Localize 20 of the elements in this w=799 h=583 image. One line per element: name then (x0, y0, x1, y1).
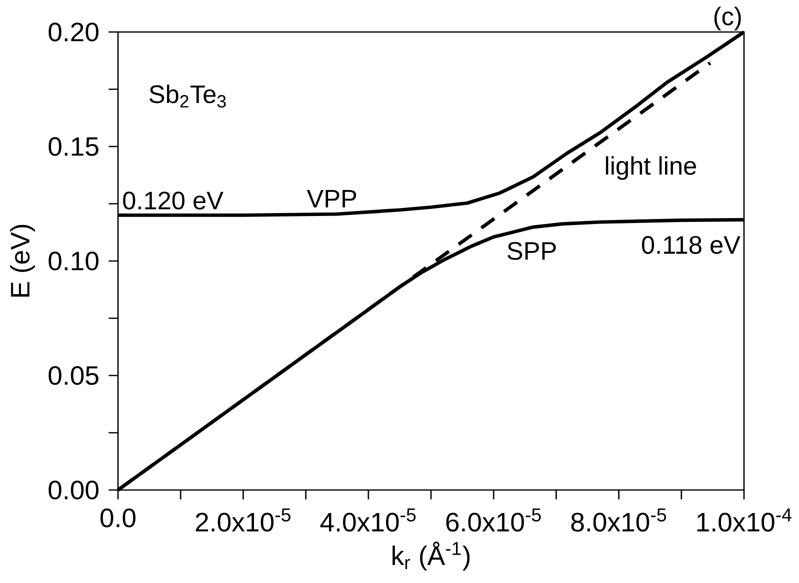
y-axis-title: E (eV) (10, 224, 35, 297)
y-tick-label: 0.05 (48, 366, 98, 385)
annotation: light line (606, 156, 696, 180)
x-tick-label: 4.0x10$^{-5}$ (320, 508, 416, 532)
x-tick-label: 1.0x10$^{-4}$ (697, 508, 792, 532)
y-tick-label: 0.00 (48, 480, 98, 500)
y-tick-label: 0.10 (48, 252, 98, 270)
x-tick-label: 0.0 (100, 508, 136, 528)
annotation: SPP (508, 242, 556, 260)
x-axis-title: k$_{r}$ (Å$^{-1}$) (392, 542, 470, 570)
annotation: 0.120 eV (123, 192, 224, 210)
x-tick-label: 8.0x10$^{-5}$ (571, 508, 666, 532)
annotation: Sb$_{2}$Te$_{3}$ (150, 84, 226, 108)
x-tick-label: 6.0x10$^{-5}$ (446, 508, 541, 532)
annotation: VPP (306, 190, 356, 208)
y-tick-label: 0.15 (48, 137, 98, 156)
text: (c) (714, 6, 741, 30)
x-tick-label: 2.0x10$^{-5}$ (196, 508, 290, 532)
y-tick-label: 0.20 (48, 22, 98, 42)
annotation: 0.118 eV (642, 236, 740, 254)
